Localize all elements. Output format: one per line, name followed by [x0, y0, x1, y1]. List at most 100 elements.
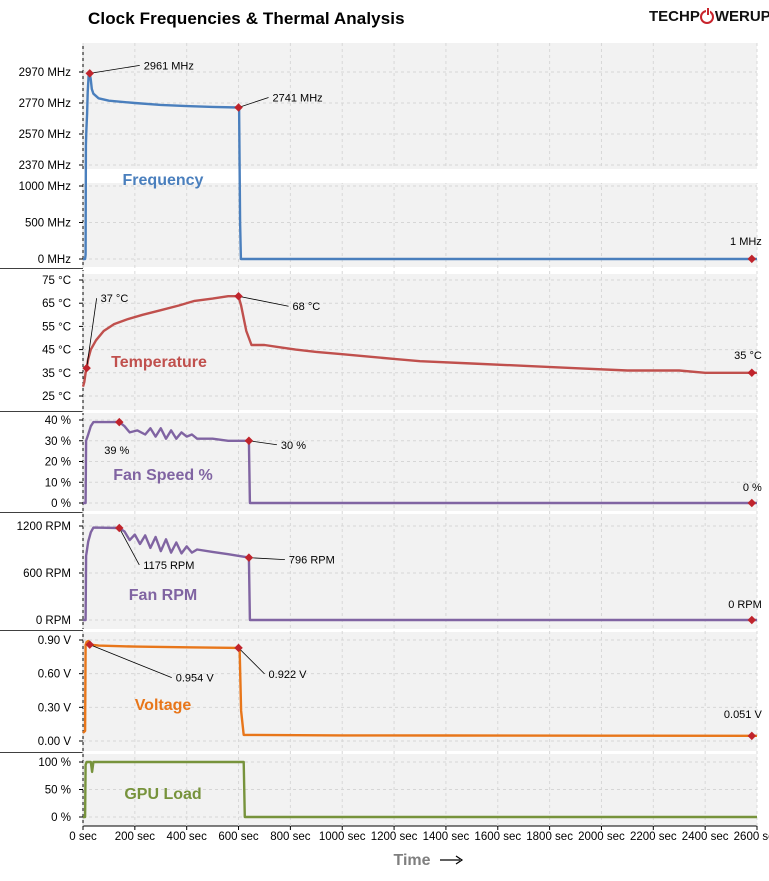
temperature-marker: 37 °C [82, 293, 129, 373]
voltage-marker-leader [89, 644, 172, 679]
temperature-marker-label: 35 °C [734, 350, 762, 362]
voltage-series-line [82, 639, 757, 737]
voltage-marker: 0.922 V [234, 643, 308, 681]
fan_rpm-tick-label: 600 RPM [23, 568, 71, 580]
fan_speed-tick-label: 20 % [45, 457, 71, 469]
temperature-marker-point [82, 363, 91, 373]
temperature-tick-label: 25 °C [42, 391, 71, 403]
frequency-panel-bg [83, 43, 757, 268]
fan_speed-marker-point [747, 498, 757, 508]
x-tick-label: 1400 sec [423, 831, 470, 843]
fan_speed-marker-label: 0 % [743, 482, 762, 494]
fan_rpm-series-line [83, 526, 757, 622]
frequency-marker: 2741 MHz [234, 92, 323, 112]
temperature-marker-label: 37 °C [101, 293, 129, 305]
gpu_load-panel-label: GPU Load [124, 786, 201, 803]
gpu_load-tick-label: 100 % [38, 757, 71, 769]
voltage-tick-label: 0.60 V [38, 669, 72, 681]
fan_rpm-tick-label: 0 RPM [36, 615, 71, 627]
temperature-panel-bg [83, 274, 757, 411]
frequency-marker-point [234, 103, 243, 112]
voltage-marker-label: 0.922 V [269, 669, 308, 681]
x-tick-label: 200 sec [115, 831, 156, 843]
x-tick-label: 2600 sec [734, 831, 769, 843]
voltage-marker-label: 0.954 V [176, 673, 215, 685]
x-tick-label: 1600 sec [474, 831, 521, 843]
fan_speed-tick-label: 30 % [45, 436, 71, 448]
voltage-tick-label: 0.00 V [38, 736, 72, 748]
x-tick-label: 2000 sec [578, 831, 625, 843]
temperature-panel-label: Temperature [111, 354, 207, 371]
fan_rpm-marker: 796 RPM [244, 553, 335, 567]
power-icon [700, 7, 715, 24]
frequency-tick-label: 1000 MHz [19, 181, 72, 193]
fan_speed-series-line [83, 420, 757, 505]
axis-break [60, 169, 759, 183]
frequency-tick-label: 0 MHz [38, 254, 71, 266]
frequency-marker-label: 2741 MHz [273, 92, 323, 104]
x-tick-label: 600 sec [218, 831, 259, 843]
frequency-marker-point [85, 69, 94, 78]
fan_rpm-marker-label: 796 RPM [289, 555, 335, 567]
voltage-marker-leader [238, 647, 265, 675]
fan_speed-marker-point [115, 417, 124, 427]
temperature-series-line [81, 295, 757, 388]
fan_rpm-panel-label: Fan RPM [129, 587, 197, 604]
arrow-head-icon [455, 855, 464, 865]
temperature-marker-label: 68 °C [293, 301, 321, 313]
x-tick-label: 800 sec [270, 831, 311, 843]
fan_speed-marker-leader [248, 440, 277, 446]
fan_rpm-marker-label: 1175 RPM [143, 560, 194, 572]
temperature-marker-point [234, 291, 243, 301]
temperature-marker-point [747, 368, 757, 378]
fan_rpm-marker-point [747, 615, 757, 625]
plot-frame [0, 43, 769, 827]
fan_rpm-panel-bg [83, 512, 757, 630]
frequency-marker-leader [89, 65, 140, 74]
fan_rpm-marker-leader [248, 557, 285, 561]
fan_speed-marker-label: 30 % [281, 440, 306, 452]
voltage-panel-bg [83, 630, 757, 752]
x-grid [82, 43, 758, 826]
fan_speed-marker: 30 % [244, 436, 306, 452]
x-tick-label: 2400 sec [682, 831, 729, 843]
frequency-marker-point [747, 254, 757, 264]
fan_rpm-tick-label: 1200 RPM [17, 521, 71, 533]
frequency-tick-label: 2370 MHz [19, 160, 72, 172]
x-tick-label: 1800 sec [526, 831, 573, 843]
x-tick-label: 0 sec [69, 831, 97, 843]
logo-text-left: TECHP [649, 8, 700, 25]
gpu_load-tick-label: 0 % [51, 812, 71, 824]
fan_speed-tick-label: 10 % [45, 477, 71, 489]
temperature-marker: 68 °C [234, 291, 321, 313]
temperature-marker-leader [238, 295, 289, 307]
temperature-marker-leader [86, 298, 98, 369]
temperature-tick-label: 55 °C [42, 321, 71, 333]
x-tick-label: 2200 sec [630, 831, 677, 843]
frequency-tick-label: 500 MHz [25, 218, 71, 230]
temperature-tick-label: 35 °C [42, 368, 71, 380]
gpu_load-tick-label: 50 % [45, 785, 71, 797]
voltage-tick-label: 0.90 V [38, 635, 72, 647]
techpowerup-logo: TECHP WERUP [649, 7, 769, 25]
fan_speed-tick-label: 0 % [51, 498, 71, 510]
frequency-tick-label: 2770 MHz [19, 98, 72, 110]
fan_rpm-marker-leader [118, 527, 140, 566]
frequency-marker-leader [238, 97, 269, 108]
fan_rpm-marker-label: 0 RPM [728, 599, 762, 611]
voltage-marker-point [747, 731, 757, 741]
frequency-marker-label: 2961 MHz [144, 60, 194, 72]
x-tick-label: 1200 sec [371, 831, 418, 843]
fan_speed-marker-label: 39 % [104, 445, 129, 457]
frequency-tick-label: 2570 MHz [19, 129, 72, 141]
x-axis-title: Time [393, 852, 430, 869]
voltage-marker-label: 0.051 V [724, 709, 763, 721]
x-tick-label: 1000 sec [319, 831, 366, 843]
temperature-tick-label: 65 °C [42, 298, 71, 310]
fan_speed-panel-label: Fan Speed % [113, 467, 213, 484]
frequency-panel-label: Frequency [123, 172, 204, 189]
gpu_load-series-line [83, 760, 757, 819]
frequency-marker-label: 1 MHz [730, 236, 762, 248]
voltage-panel-label: Voltage [135, 697, 192, 714]
